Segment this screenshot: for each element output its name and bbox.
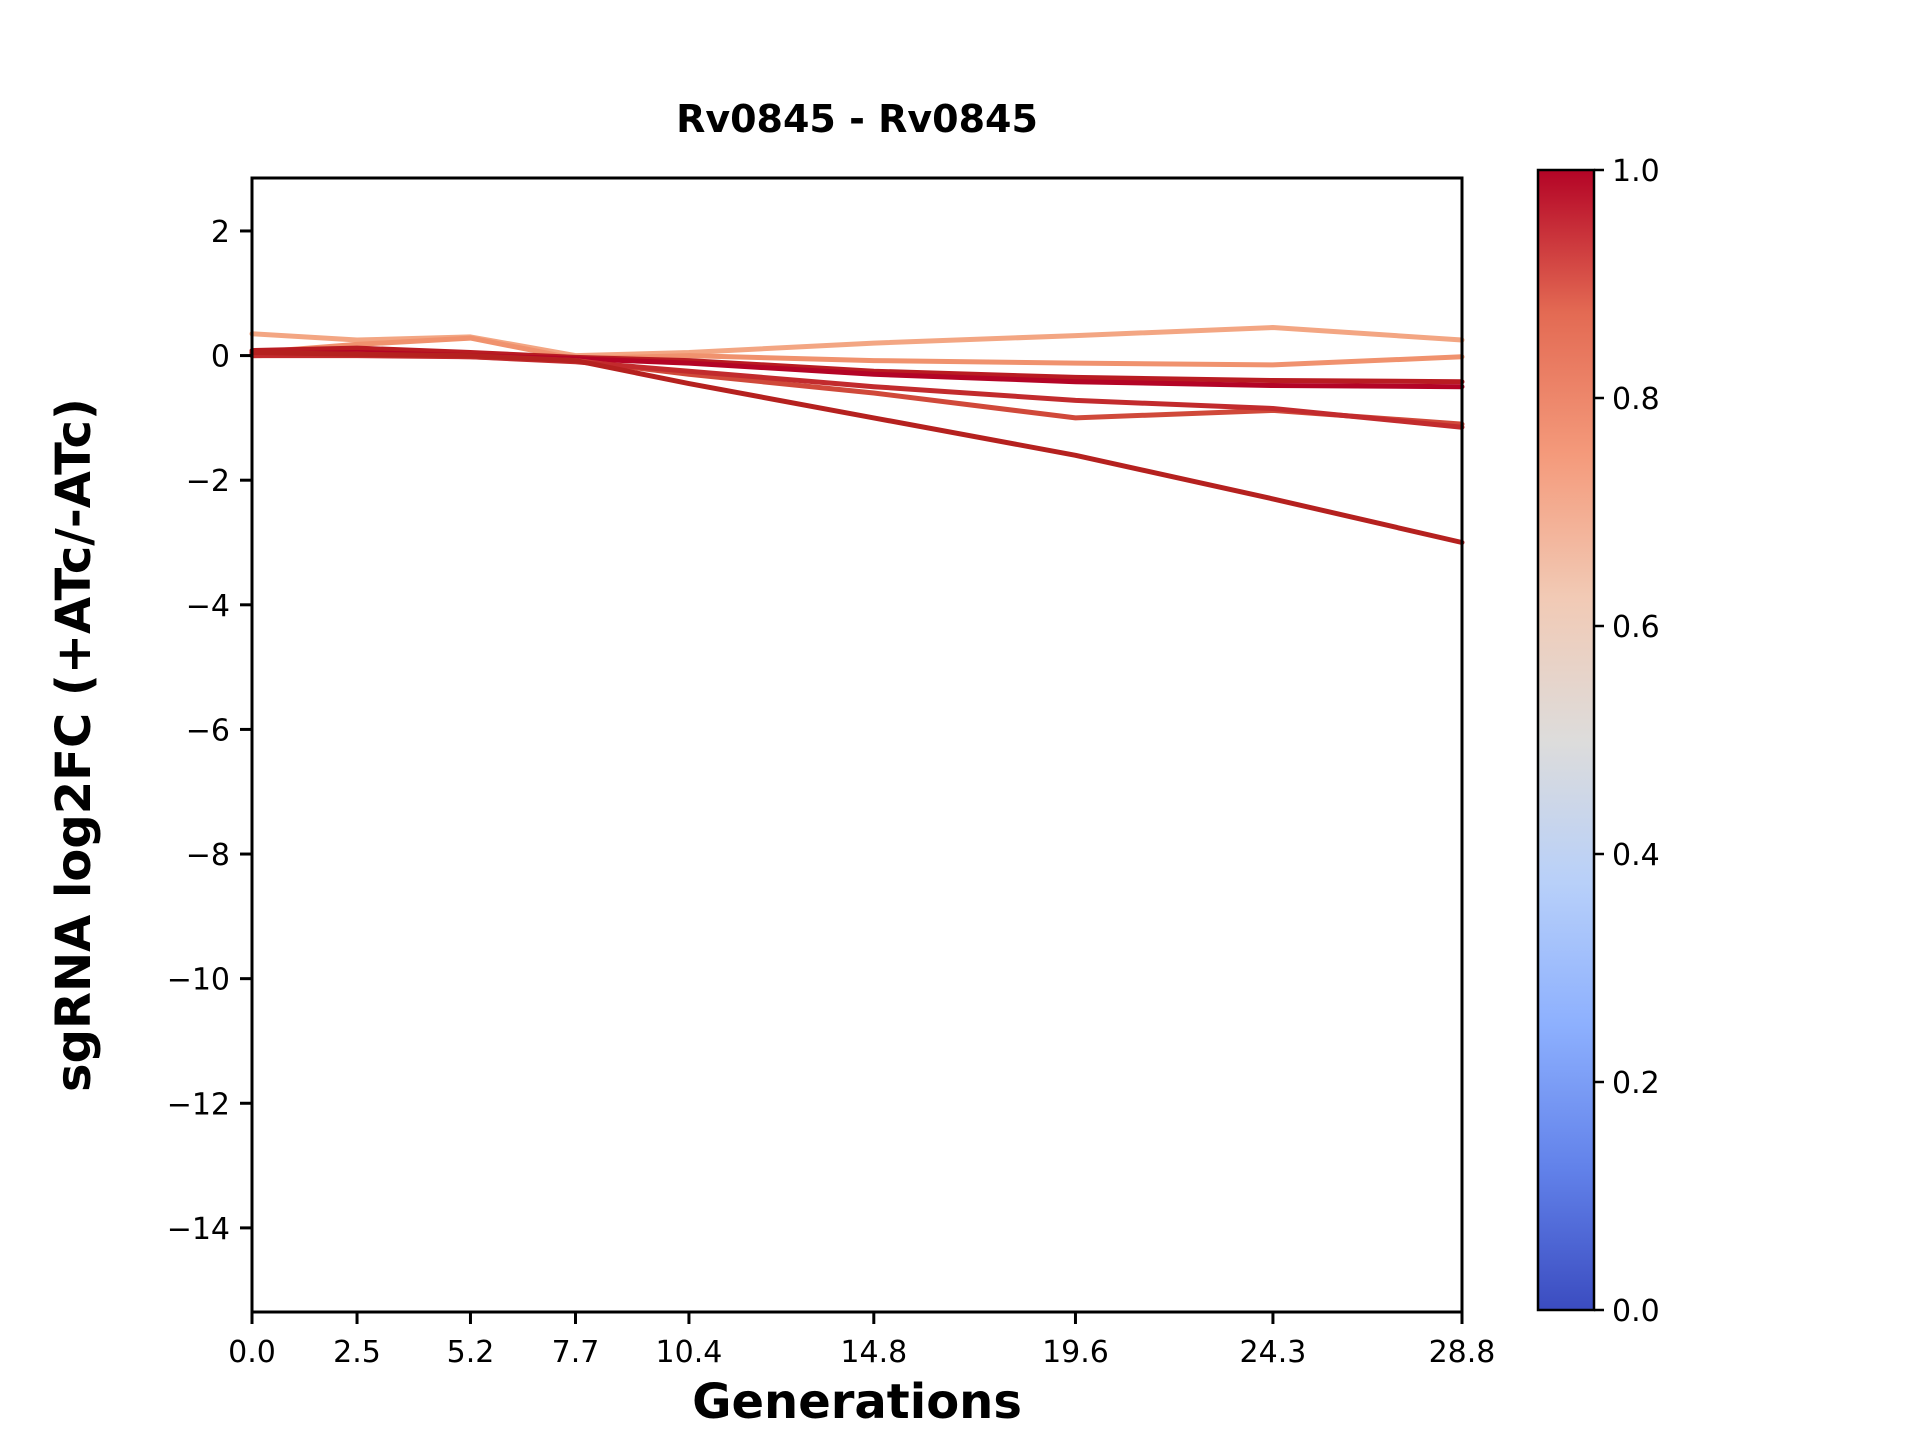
colorbar-tick-label: 0.2 bbox=[1612, 1066, 1660, 1101]
colorbar-tick-label: 0.8 bbox=[1612, 382, 1660, 417]
x-tick-label: 5.2 bbox=[447, 1335, 495, 1370]
series-line-line-2 bbox=[249, 335, 1465, 368]
y-tick-label: −6 bbox=[186, 713, 230, 748]
line-series-group bbox=[249, 325, 1465, 545]
x-tick-label: 0.0 bbox=[228, 1335, 276, 1370]
x-tick-label: 2.5 bbox=[333, 1335, 381, 1370]
y-tick-label: −10 bbox=[167, 963, 230, 998]
colorbar-tick-label: 0.4 bbox=[1612, 838, 1660, 873]
plot-spine bbox=[250, 176, 1464, 1314]
series-line-line-7 bbox=[249, 350, 1465, 545]
x-tick-label: 14.8 bbox=[840, 1335, 907, 1370]
x-tick-label: 28.8 bbox=[1429, 1335, 1496, 1370]
y-tick-label: −14 bbox=[167, 1212, 230, 1247]
colorbar-tick-label: 0.0 bbox=[1612, 1294, 1660, 1329]
colorbar bbox=[1536, 168, 1596, 1312]
x-tick-label: 19.6 bbox=[1042, 1335, 1109, 1370]
x-axis-label: Generations bbox=[692, 1374, 1022, 1430]
y-axis-label: sgRNA log2FC (+ATc/-ATc) bbox=[46, 398, 102, 1092]
x-tick-label: 7.7 bbox=[552, 1335, 600, 1370]
y-tick-label: −12 bbox=[167, 1087, 230, 1122]
chart-title: Rv0845 - Rv0845 bbox=[676, 97, 1038, 141]
colorbar-ticks: 1.0 0.8 0.6 0.4 0.2 0.0 bbox=[1594, 154, 1660, 1329]
y-axis-ticks: 2 0 −2 −4 −6 −8 −10 −12 −14 bbox=[167, 215, 252, 1247]
y-tick-label: −8 bbox=[186, 838, 230, 873]
x-tick-label: 24.3 bbox=[1240, 1335, 1307, 1370]
x-axis-ticks: 0.0 2.5 5.2 7.7 10.4 14.8 19.6 24.3 28.8 bbox=[228, 1312, 1495, 1370]
colorbar-tick-label: 1.0 bbox=[1612, 154, 1660, 189]
series-line-line-1 bbox=[249, 325, 1465, 359]
x-tick-label: 10.4 bbox=[656, 1335, 723, 1370]
y-tick-label: 0 bbox=[211, 340, 230, 375]
colorbar-tick-label: 0.6 bbox=[1612, 610, 1660, 645]
y-tick-label: −2 bbox=[186, 464, 230, 499]
y-tick-label: −4 bbox=[186, 589, 230, 624]
y-tick-label: 2 bbox=[211, 215, 230, 250]
